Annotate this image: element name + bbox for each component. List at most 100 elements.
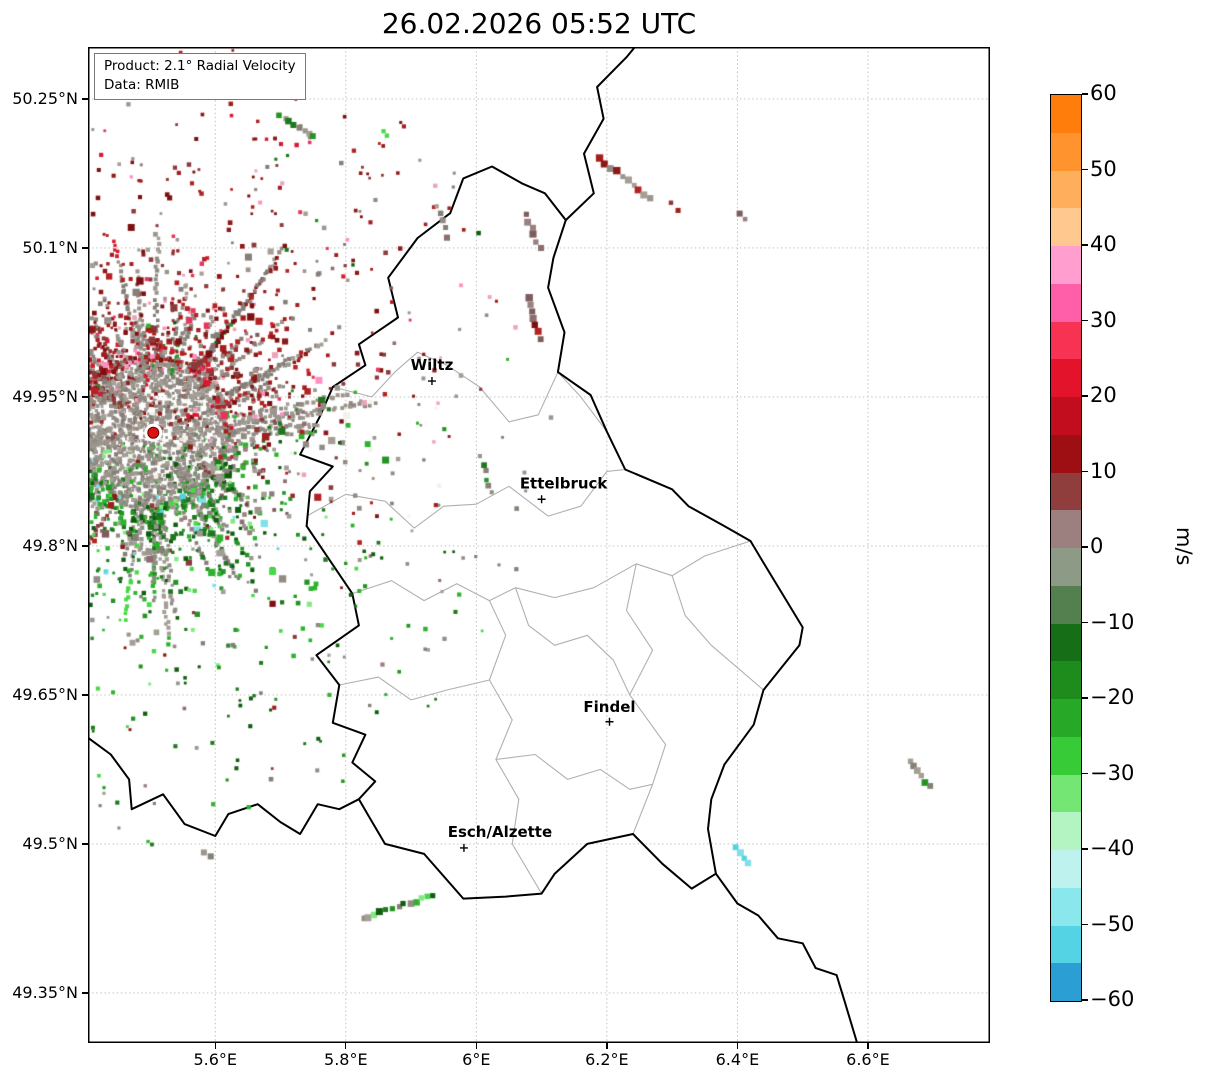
colorbar-band — [1051, 132, 1081, 171]
figure-title: 26.02.2026 05:52 UTC — [381, 7, 697, 40]
colorbar-tick — [1082, 546, 1088, 548]
colorbar-tick — [1082, 772, 1088, 775]
colorbar-unit-label: m/s — [1172, 527, 1196, 566]
lat-tick — [82, 992, 88, 994]
lon-tick-label: 6.4°E — [715, 1050, 760, 1069]
lat-tick-label: 50.1°N — [22, 237, 78, 257]
colorbar-band — [1051, 699, 1081, 737]
lon-tick-label: 6.6°E — [846, 1050, 890, 1069]
colorbar-tick-label: −20 — [1090, 685, 1135, 709]
colorbar-tick-label: −50 — [1090, 911, 1135, 936]
colorbar-tick — [1082, 319, 1088, 322]
colorbar-band — [1051, 850, 1081, 888]
city-label: Findel — [583, 698, 635, 716]
colorbar-band — [1051, 887, 1081, 926]
colorbar-band — [1051, 925, 1081, 964]
colorbar-tick — [1082, 395, 1088, 397]
lon-tick — [475, 1043, 478, 1049]
map-annotation-layer: Wiltz Ettelbruck Findel Esch/Alzette — [88, 47, 990, 1043]
echo-layer — [88, 47, 990, 1043]
colorbar-band — [1051, 661, 1081, 699]
colorbar-band — [1051, 510, 1081, 548]
lon-tick — [867, 1043, 869, 1049]
city-ettelbruck: Ettelbruck — [520, 474, 609, 504]
colorbar-tick — [1082, 923, 1088, 926]
lat-tick-label: 49.5°N — [22, 833, 78, 853]
colorbar-band — [1051, 170, 1081, 209]
colorbar-tick — [1082, 168, 1088, 171]
colorbar-band — [1051, 321, 1081, 360]
lat-tick-label: 49.95°N — [12, 386, 78, 406]
lat-tick — [82, 396, 88, 398]
lon-tick-label: 5.6°E — [193, 1050, 238, 1069]
lat-tick-label: 49.65°N — [12, 684, 78, 704]
lon-tick — [736, 1043, 739, 1049]
lon-tick — [345, 1043, 347, 1049]
city-plus-marker — [427, 377, 436, 386]
colorbar-band — [1051, 95, 1081, 133]
colorbar-tick-label: 30 — [1090, 307, 1117, 332]
colorbar-band — [1051, 434, 1081, 473]
colorbar-tick — [1082, 697, 1088, 699]
colorbar-band — [1051, 623, 1081, 662]
lat-tick-label: 50.25°N — [12, 88, 78, 108]
data-source-label: Data: RMIB — [104, 76, 180, 93]
colorbar-tick-label: −10 — [1090, 609, 1135, 634]
plot-frame — [88, 47, 990, 1043]
colorbar-band — [1051, 585, 1081, 624]
colorbar-band — [1051, 548, 1081, 586]
lon-tick-label: 5.8°E — [324, 1050, 368, 1069]
colorbar-tick-label: 20 — [1090, 383, 1117, 407]
colorbar-tick — [1082, 470, 1088, 473]
product-info-box: Product: 2.1° Radial Velocity Data: RMIB — [94, 53, 306, 100]
radar-site-marker — [144, 423, 163, 442]
city-wiltz: Wiltz — [411, 356, 454, 386]
colorbar-band — [1051, 774, 1081, 813]
colorbar-tick — [1082, 848, 1088, 850]
lat-tick — [82, 247, 88, 249]
product-label: Product: 2.1° Radial Velocity — [104, 58, 296, 74]
colorbar-tick — [1082, 621, 1088, 624]
lon-tick — [606, 1043, 608, 1049]
colorbar-tick-label: −40 — [1090, 836, 1135, 860]
lat-tick — [82, 843, 88, 845]
colorbar-tick-label: 10 — [1090, 458, 1117, 483]
lat-tick — [82, 694, 88, 696]
colorbar-band — [1051, 963, 1081, 1001]
city-plus-marker — [459, 843, 468, 852]
city-label: Wiltz — [411, 356, 454, 374]
lat-tick-label: 49.8°N — [22, 535, 78, 555]
lat-tick-label: 49.35°N — [12, 982, 78, 1002]
lat-tick — [82, 545, 88, 547]
colorbar-band — [1051, 283, 1081, 322]
colorbar-tick-label: 40 — [1090, 232, 1117, 256]
lat-tick — [82, 98, 88, 100]
colorbar-tick — [1082, 244, 1088, 246]
colorbar-band — [1051, 397, 1081, 435]
city-plus-marker — [605, 717, 614, 726]
city-label: Esch/Alzette — [448, 823, 552, 841]
city-findel: Findel — [583, 698, 636, 726]
colorbar-band — [1051, 736, 1081, 775]
city-label: Ettelbruck — [520, 474, 609, 492]
lon-tick — [214, 1043, 216, 1049]
colorbar-tick-label: −30 — [1090, 760, 1135, 785]
map-plot: Wiltz Ettelbruck Findel Esch/Alzette Produc… — [88, 47, 990, 1043]
colorbar-band — [1051, 208, 1081, 246]
city-plus-marker — [537, 495, 546, 504]
colorbar-band — [1051, 246, 1081, 284]
colorbar-tick-label: −60 — [1090, 987, 1135, 1011]
colorbar-tick — [1082, 93, 1088, 95]
colorbar-tick-label: 50 — [1090, 156, 1117, 181]
colorbar-band — [1051, 812, 1081, 850]
colorbar — [1050, 94, 1082, 1002]
colorbar-band — [1051, 472, 1081, 511]
colorbar-tick — [1082, 999, 1088, 1001]
colorbar-band — [1051, 359, 1081, 397]
lon-tick-label: 6°E — [462, 1050, 491, 1069]
colorbar-tick-label: 0 — [1090, 534, 1104, 558]
radar-site-dot — [147, 426, 160, 439]
lon-tick-label: 6.2°E — [585, 1050, 629, 1069]
city-esch-alzette: Esch/Alzette — [448, 823, 552, 852]
